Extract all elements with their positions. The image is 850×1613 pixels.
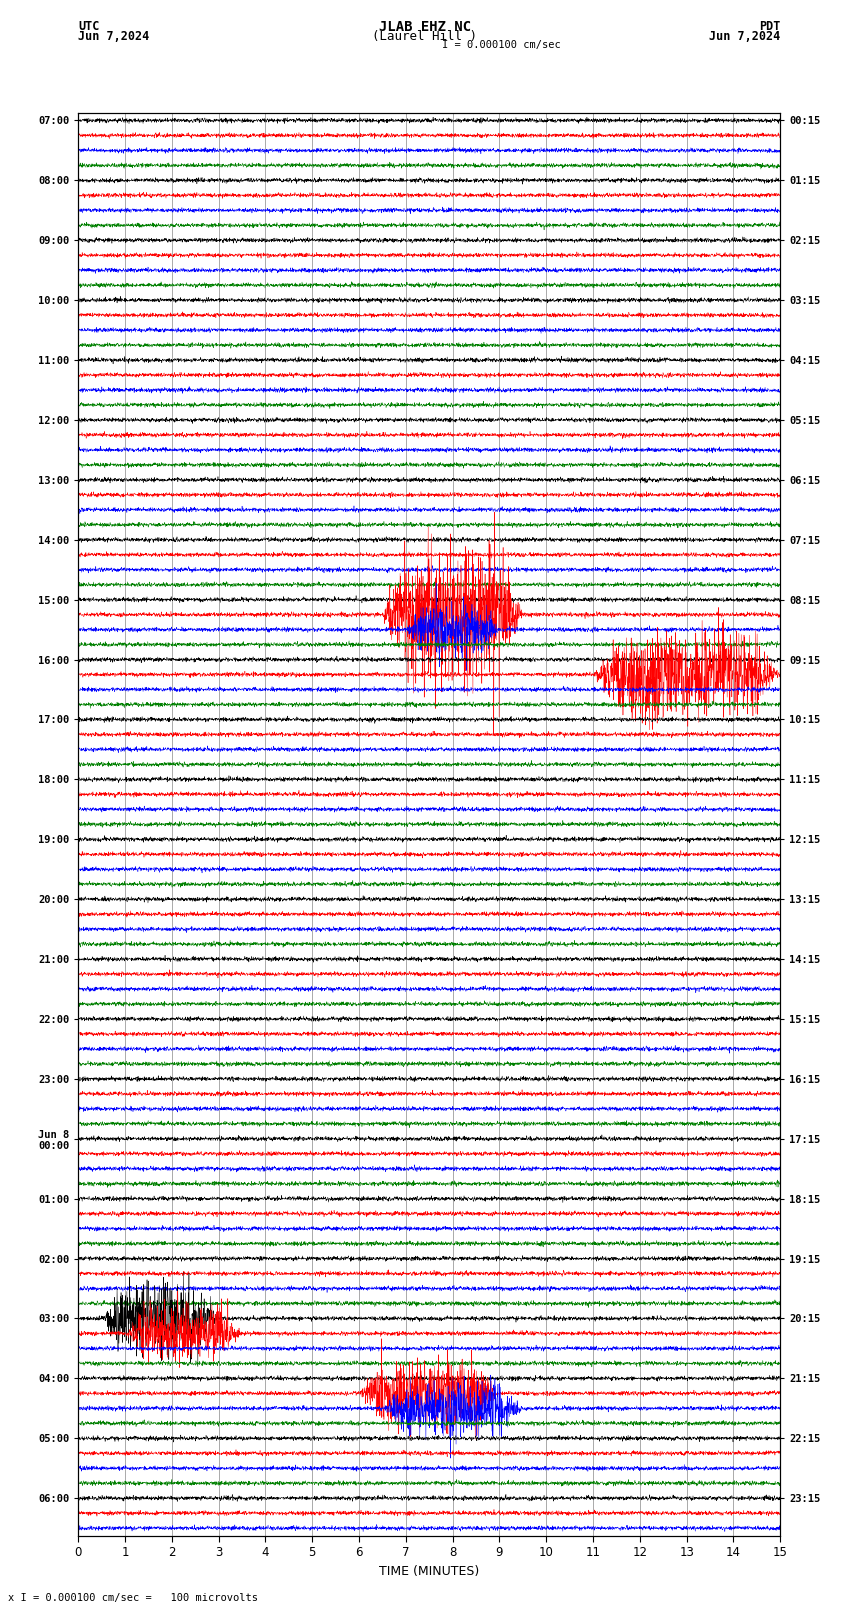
Text: JLAB EHZ NC: JLAB EHZ NC: [379, 19, 471, 34]
Text: Jun 7,2024: Jun 7,2024: [709, 31, 780, 44]
Text: (Laurel Hill ): (Laurel Hill ): [372, 31, 478, 44]
Text: PDT: PDT: [759, 19, 780, 34]
X-axis label: TIME (MINUTES): TIME (MINUTES): [379, 1565, 479, 1578]
Text: UTC: UTC: [78, 19, 99, 34]
Text: Jun 7,2024: Jun 7,2024: [78, 31, 150, 44]
Text: x I = 0.000100 cm/sec =   100 microvolts: x I = 0.000100 cm/sec = 100 microvolts: [8, 1594, 258, 1603]
Text: I = 0.000100 cm/sec: I = 0.000100 cm/sec: [442, 39, 561, 50]
